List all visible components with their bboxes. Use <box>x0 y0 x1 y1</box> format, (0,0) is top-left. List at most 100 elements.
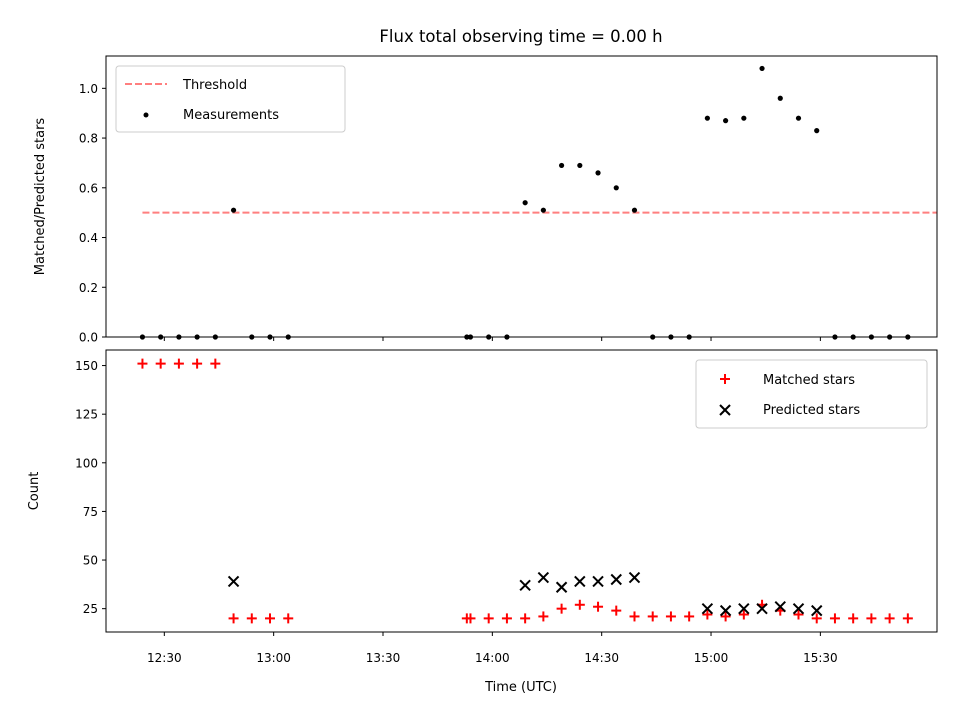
bottom-y-axis-label: Count <box>27 472 42 511</box>
matched-star-marker <box>684 611 695 622</box>
measurement-point <box>613 185 619 191</box>
matched-star-marker <box>173 358 184 369</box>
top-chart-title: Flux total observing time = 0.00 h <box>379 27 662 46</box>
top-y-tick-label: 0.0 <box>79 331 98 345</box>
bottom-y-tick-label: 100 <box>75 456 98 470</box>
bottom-y-tick-label: 25 <box>83 602 98 616</box>
bottom-y-tick-label: 125 <box>75 408 98 422</box>
predicted-star-marker <box>227 575 240 588</box>
predicted-star-marker <box>756 602 768 615</box>
matched-star-marker <box>793 609 804 620</box>
matched-star-marker <box>556 603 567 614</box>
top-y-tick-label: 0.8 <box>79 132 98 146</box>
bottom-y-tick-label: 75 <box>83 505 98 519</box>
matched-star-marker <box>811 613 822 624</box>
top-plot-frame <box>105 55 938 338</box>
bottom-x-tick-label: 12:30 <box>147 651 182 665</box>
bottom-x-tick-label: 14:00 <box>475 651 510 665</box>
bottom-plot: 25 50 75 100 125 150 12:30 13:00 13:30 14:00 14:30… <box>27 349 938 695</box>
measurement-point <box>631 207 638 213</box>
matched-star-marker <box>501 613 512 624</box>
matched-star-marker <box>902 613 913 624</box>
measurement-point <box>723 118 729 124</box>
matched-star-marker <box>884 613 895 624</box>
measurement-point <box>558 162 565 169</box>
bottom-x-tick-label: 13:00 <box>256 651 291 665</box>
matched-star-marker <box>192 358 203 369</box>
predicted-star-marker <box>792 602 805 615</box>
matched-star-marker <box>574 599 585 610</box>
bottom-y-tick-label: 150 <box>75 359 98 373</box>
predicted-star-marker <box>574 575 586 588</box>
matched-star-marker <box>866 613 877 624</box>
matched-star-marker <box>611 605 622 616</box>
bottom-plot-frame <box>105 349 938 633</box>
measurement-point <box>795 115 802 121</box>
matched-star-marker <box>210 358 221 369</box>
top-plot: 0.0 0.2 0.4 0.6 0.8 1.0 Matched/Predicted sta… <box>33 55 938 345</box>
matched-star-marker <box>283 613 294 624</box>
predicted-star-marker <box>719 604 732 617</box>
predicted-star-marker <box>628 571 641 584</box>
matched-star-marker <box>465 613 476 624</box>
measurement-point <box>577 162 583 169</box>
matched-star-marker <box>848 613 859 624</box>
predicted-star-marker <box>592 575 604 588</box>
bottom-legend: Matched stars Predicted stars <box>695 359 928 429</box>
top-y-axis-label: Matched/Predicted stars <box>33 118 48 276</box>
top-y-tick-label: 0.2 <box>79 281 98 295</box>
measurement-point <box>704 115 710 121</box>
bottom-x-tick-label: 13:30 <box>366 651 401 665</box>
matched-star-marker <box>265 613 276 624</box>
legend-threshold-label: Threshold <box>182 78 247 93</box>
predicted-star-marker <box>537 571 550 584</box>
matched-star-marker <box>155 358 166 369</box>
measurement-point <box>522 200 528 206</box>
predicted-star-marker <box>774 601 786 613</box>
top-legend-box <box>115 65 346 133</box>
legend-matched-swatch <box>720 374 730 384</box>
matched-star-marker <box>593 601 604 612</box>
bottom-x-axis-label: Time (UTC) <box>484 680 557 695</box>
bottom-x-tick-label: 15:30 <box>803 651 838 665</box>
top-legend: Threshold Measurements <box>115 65 346 133</box>
matched-star-marker <box>702 609 713 620</box>
measurement-point <box>230 207 237 213</box>
legend-measurements-swatch <box>143 112 149 118</box>
matched-star-marker <box>228 613 239 624</box>
predicted-star-marker <box>811 604 823 617</box>
matched-star-marker <box>246 613 257 624</box>
measurement-point <box>540 207 546 213</box>
measurement-point <box>741 115 747 121</box>
matched-star-marker <box>629 611 640 622</box>
matched-star-marker <box>665 611 676 622</box>
top-y-tick-label: 1.0 <box>79 82 98 96</box>
legend-predicted-swatch <box>719 404 731 416</box>
matched-star-marker <box>647 611 658 622</box>
matched-star-marker <box>720 611 731 622</box>
measurement-point <box>814 128 820 134</box>
matched-star-marker <box>137 358 148 369</box>
matched-star-marker <box>738 609 749 620</box>
legend-measurements-label: Measurements <box>183 108 279 123</box>
bottom-legend-box <box>695 359 928 429</box>
measurement-point <box>777 95 783 101</box>
predicted-star-marker <box>610 573 622 586</box>
bottom-y-tick-label: 50 <box>83 554 98 568</box>
predicted-star-marker <box>519 579 531 592</box>
matched-star-marker <box>483 613 494 624</box>
legend-predicted-label: Predicted stars <box>763 403 860 418</box>
bottom-x-tick-label: 14:30 <box>584 651 619 665</box>
measurement-point <box>759 65 765 72</box>
predicted-star-marker <box>555 581 568 593</box>
top-y-tick-label: 0.6 <box>79 181 98 195</box>
matched-star-marker <box>538 611 549 622</box>
bottom-x-tick-label: 15:00 <box>694 651 729 665</box>
measurement-point <box>595 170 601 176</box>
predicted-star-marker <box>701 602 714 615</box>
matched-star-marker <box>829 613 840 624</box>
predicted-star-marker <box>738 602 750 615</box>
top-y-tick-label: 0.4 <box>79 231 98 245</box>
matched-star-marker <box>520 613 531 624</box>
